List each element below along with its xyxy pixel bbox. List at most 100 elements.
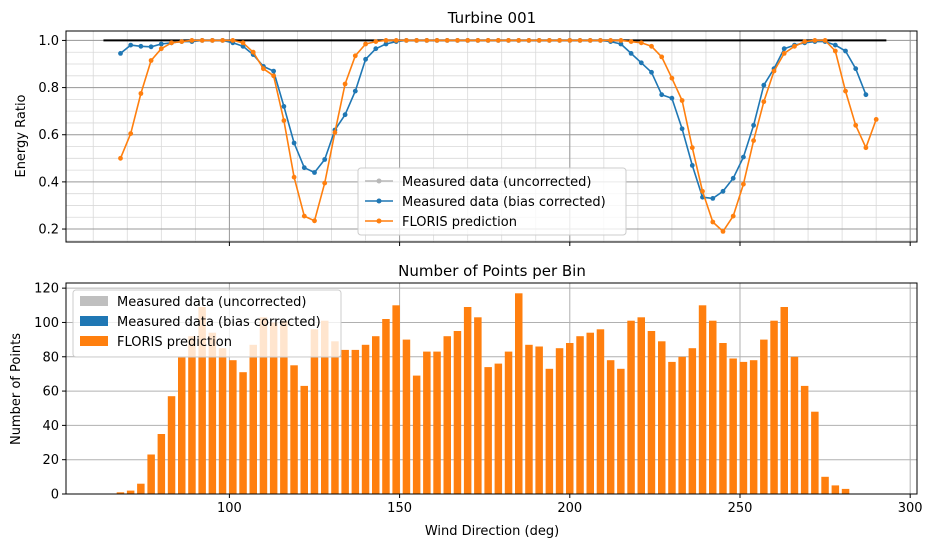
bin-bar xyxy=(443,336,451,494)
ytick-label: 0.8 xyxy=(38,81,59,96)
bin-bar xyxy=(239,372,247,494)
floris-point xyxy=(618,38,624,43)
bin-bar xyxy=(637,317,645,494)
bin-bar xyxy=(126,490,135,494)
bin-bar xyxy=(351,349,360,494)
bias-corrected-point xyxy=(383,41,389,47)
bin-bar xyxy=(116,492,125,494)
bias-corrected-point xyxy=(291,140,297,146)
bin-bar xyxy=(535,346,543,494)
legend-swatch-uncorrected xyxy=(80,296,108,306)
bin-bar xyxy=(474,317,482,494)
xtick-label: 300 xyxy=(898,501,923,516)
floris-point xyxy=(730,213,736,219)
bin-bar xyxy=(402,339,411,494)
ytick-label: 80 xyxy=(42,350,59,365)
bias-corrected-point xyxy=(669,95,675,101)
bias-corrected-point xyxy=(730,175,736,181)
bin-bar xyxy=(147,454,155,494)
bin-bar xyxy=(800,385,809,494)
floris-point xyxy=(383,38,389,43)
floris-point xyxy=(158,46,164,52)
floris-point xyxy=(832,48,838,54)
ytick-label: 20 xyxy=(42,453,59,468)
floris-point xyxy=(373,39,379,44)
floris-point xyxy=(485,38,491,43)
bin-bar xyxy=(321,320,329,494)
bin-bar xyxy=(566,343,574,494)
bias-corrected-point xyxy=(781,46,787,52)
legend-marker-uncorrected xyxy=(376,178,382,184)
floris-point xyxy=(536,38,542,43)
ytick-label: 0.6 xyxy=(38,128,59,143)
bin-bar xyxy=(310,329,319,494)
bias-corrected-point xyxy=(342,112,348,118)
bias-corrected-point xyxy=(301,165,307,171)
floris-point xyxy=(577,38,583,43)
bin-bar xyxy=(484,367,492,494)
bin-bar xyxy=(596,329,605,494)
bias-corrected-point xyxy=(679,126,685,132)
bias-corrected-point xyxy=(761,82,767,88)
points-per-bin-chart: Number of Points per Bin Number of Point… xyxy=(9,262,923,539)
bin-bar xyxy=(545,368,554,494)
floris-point xyxy=(771,68,777,74)
legend-label-floris: FLORIS prediction xyxy=(117,335,232,350)
bias-corrected-point xyxy=(352,88,358,94)
bin-bar xyxy=(811,411,819,494)
bin-bar xyxy=(198,307,206,494)
points-per-bin-legend: Measured data (uncorrected) Measured dat… xyxy=(72,289,342,358)
bin-bar xyxy=(269,322,278,494)
bin-bar xyxy=(229,360,237,494)
bin-bar xyxy=(709,320,717,494)
xtick-label: 200 xyxy=(557,501,582,516)
floris-point xyxy=(843,88,848,94)
floris-point xyxy=(802,39,808,44)
bin-bar xyxy=(688,348,697,494)
legend-label-uncorrected: Measured data (uncorrected) xyxy=(117,295,306,310)
floris-point xyxy=(628,39,634,44)
bin-bar xyxy=(678,356,686,494)
bias-corrected-point xyxy=(158,41,164,47)
floris-point xyxy=(271,73,276,79)
floris-point xyxy=(179,39,185,44)
xtick-label: 250 xyxy=(728,501,753,516)
bin-bar xyxy=(372,336,380,494)
floris-point xyxy=(853,122,859,128)
floris-point xyxy=(465,38,471,43)
bin-bar xyxy=(719,343,727,494)
floris-point xyxy=(873,117,879,122)
bin-bar xyxy=(668,361,676,494)
bin-bar xyxy=(698,305,707,494)
bias-corrected-point xyxy=(312,170,317,175)
floris-point xyxy=(332,130,338,135)
floris-point xyxy=(404,38,409,43)
bin-bar xyxy=(760,339,768,494)
floris-point xyxy=(291,174,297,180)
ytick-label: 0.2 xyxy=(38,223,59,238)
bin-bar xyxy=(586,332,594,494)
bin-bar xyxy=(382,319,390,494)
bias-corrected-point xyxy=(373,46,379,52)
bias-corrected-point xyxy=(863,92,869,98)
floris-point xyxy=(414,38,419,43)
energy-ratio-plot-frame xyxy=(65,30,918,243)
bias-corrected-point xyxy=(118,51,123,56)
bias-corrected-point xyxy=(853,66,859,72)
bias-corrected-point xyxy=(649,69,654,75)
energy-ratio-legend: Measured data (uncorrected) Measured dat… xyxy=(357,167,627,236)
floris-point xyxy=(679,98,685,103)
bin-bar xyxy=(157,434,166,494)
bias-corrected-point xyxy=(128,42,134,48)
bin-bar xyxy=(494,363,503,494)
floris-point xyxy=(516,38,522,43)
floris-point xyxy=(475,38,481,43)
legend-label-bias-corrected: Measured data (bias corrected) xyxy=(117,315,321,330)
floris-point xyxy=(342,81,348,87)
points-per-bin-bars xyxy=(116,293,850,494)
bias-corrected-point xyxy=(638,60,644,66)
legend-label-bias-corrected: Measured data (bias corrected) xyxy=(402,195,606,210)
floris-point xyxy=(495,38,501,43)
floris-point xyxy=(250,49,256,55)
